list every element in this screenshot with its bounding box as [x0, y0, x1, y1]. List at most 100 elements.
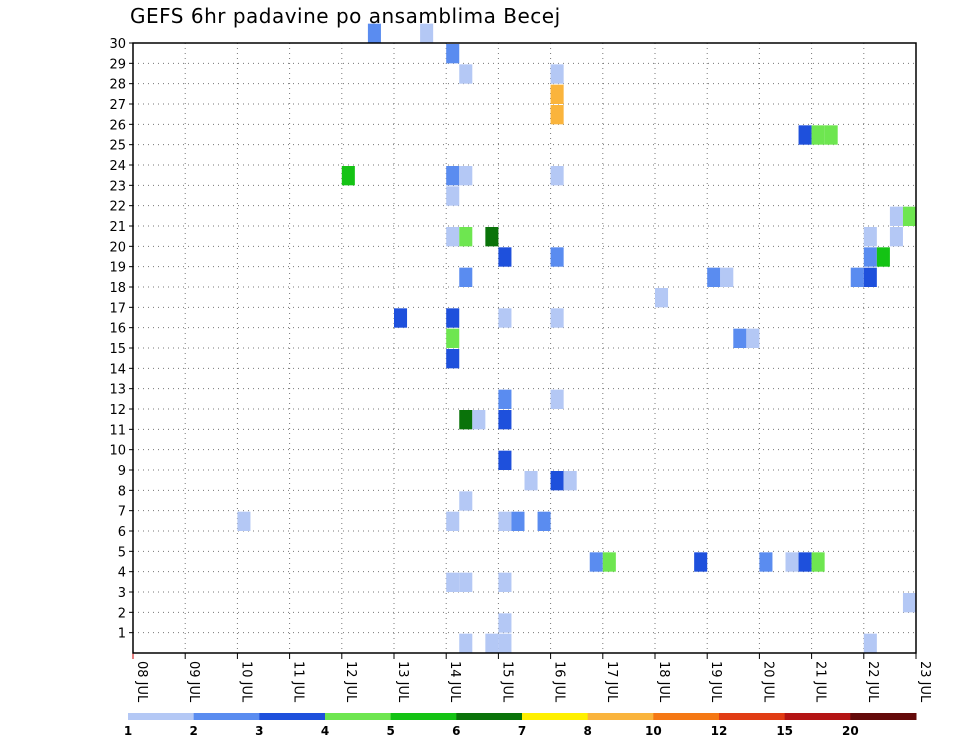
data-cell	[367, 23, 381, 43]
y-tick-label: 9	[118, 464, 126, 479]
data-cell	[498, 511, 512, 531]
x-tick-label: 13 JUL	[395, 661, 410, 703]
cells-layer	[237, 23, 916, 653]
data-cell	[563, 471, 577, 491]
y-tick-label: 20	[109, 240, 126, 255]
data-cell	[733, 328, 747, 348]
colorbar-label: 10	[645, 724, 662, 738]
y-tick-label: 12	[109, 403, 126, 418]
x-tick-label: 12 JUL	[343, 661, 358, 703]
y-tick-label: 1	[118, 627, 126, 642]
x-tick-label: 23 JUL	[917, 661, 932, 703]
data-cell	[785, 552, 799, 572]
data-cell	[798, 125, 812, 145]
y-tick-label: 18	[109, 281, 126, 296]
y-tick-label: 15	[109, 342, 126, 357]
data-cell	[811, 125, 825, 145]
y-tick-label: 13	[109, 383, 126, 398]
x-tick-label: 21 JUL	[813, 661, 828, 703]
x-tick-label: 10 JUL	[238, 661, 253, 703]
data-cell	[459, 633, 473, 653]
x-tick-label: 16 JUL	[552, 661, 567, 703]
y-axis: 1234567891011121314151617181920212223242…	[109, 37, 133, 642]
data-cell	[550, 105, 564, 125]
colorbar-segment	[390, 713, 457, 720]
y-tick-label: 7	[118, 505, 126, 520]
data-cell	[459, 410, 473, 430]
data-cell	[902, 593, 916, 613]
data-cell	[537, 511, 551, 531]
data-cell	[863, 267, 877, 287]
x-tick-label: 18 JUL	[656, 661, 671, 703]
colorbar-label: 2	[189, 724, 197, 738]
data-cell	[446, 186, 460, 206]
colorbar-label: 7	[518, 724, 526, 738]
y-tick-label: 14	[109, 362, 126, 377]
x-tick-label: 14 JUL	[447, 661, 462, 703]
data-cell	[876, 247, 890, 267]
data-cell	[889, 206, 903, 226]
colorbar-segment	[259, 713, 326, 720]
y-tick-label: 27	[109, 98, 126, 113]
data-cell	[589, 552, 603, 572]
data-cell	[485, 227, 499, 247]
colorbar-segment	[522, 713, 589, 720]
x-tick-label: 09 JUL	[186, 661, 201, 703]
x-tick-label: 08 JUL	[134, 661, 149, 703]
data-cell	[498, 450, 512, 470]
data-cell	[863, 247, 877, 267]
y-tick-label: 8	[118, 484, 126, 499]
data-cell	[811, 552, 825, 572]
colorbar-label: 6	[452, 724, 460, 738]
colorbar-label: 15	[776, 724, 793, 738]
data-cell	[341, 166, 355, 186]
data-cell	[746, 328, 760, 348]
data-cell	[511, 511, 525, 531]
data-cell	[550, 247, 564, 267]
y-tick-label: 22	[109, 200, 126, 215]
colorbar-segment	[325, 713, 392, 720]
data-cell	[498, 308, 512, 328]
data-cell	[550, 84, 564, 104]
data-cell	[498, 389, 512, 409]
data-cell	[485, 633, 499, 653]
data-cell	[459, 227, 473, 247]
data-cell	[459, 267, 473, 287]
colorbar-label: 12	[711, 724, 728, 738]
data-cell	[550, 471, 564, 491]
x-tick-label: 22 JUL	[865, 661, 880, 703]
y-tick-label: 2	[118, 606, 126, 621]
y-tick-label: 17	[109, 301, 126, 316]
data-cell	[550, 64, 564, 84]
data-cell	[446, 511, 460, 531]
x-tick-label: 17 JUL	[604, 661, 619, 703]
grid	[133, 43, 916, 653]
data-cell	[850, 267, 864, 287]
data-cell	[902, 206, 916, 226]
data-cell	[863, 633, 877, 653]
x-tick-label: 11 JUL	[291, 661, 306, 703]
data-cell	[446, 44, 460, 64]
colorbar-segment	[784, 713, 851, 720]
data-cell	[498, 613, 512, 633]
data-cell	[655, 288, 669, 308]
data-cell	[420, 23, 434, 43]
data-cell	[459, 491, 473, 511]
y-tick-label: 5	[118, 545, 126, 560]
data-cell	[459, 572, 473, 592]
y-tick-label: 26	[109, 118, 126, 133]
y-tick-label: 25	[109, 139, 126, 154]
x-tick-label: 15 JUL	[499, 661, 514, 703]
colorbar-segment	[128, 713, 195, 720]
data-cell	[237, 511, 251, 531]
x-axis: 08 JUL 09 JUL 10 JUL 11 JUL 12 JUL 13 JUL 14 J…	[132, 653, 932, 703]
colorbar-segment	[850, 713, 917, 720]
data-cell	[863, 227, 877, 247]
colorbar-label: 4	[321, 724, 329, 738]
data-cell	[498, 410, 512, 430]
plot-border	[132, 42, 917, 654]
data-cell	[446, 227, 460, 247]
data-cell	[524, 471, 538, 491]
colorbar-label: 1	[124, 724, 132, 738]
